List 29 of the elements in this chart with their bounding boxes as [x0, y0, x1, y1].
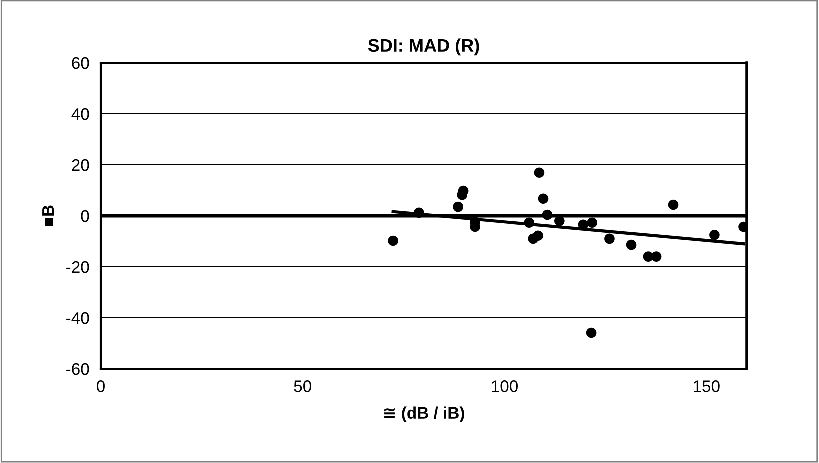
- chart-title: SDI: MAD (R): [368, 38, 480, 56]
- point: [651, 252, 662, 262]
- x-axis-title: ≅ (dB / iB): [384, 406, 464, 422]
- point: [710, 230, 720, 240]
- point: [604, 234, 615, 244]
- point: [388, 236, 398, 246]
- point: [586, 328, 597, 338]
- point: [542, 210, 553, 220]
- x-tick-label: 150: [694, 380, 720, 392]
- y-tick-label: 60: [72, 57, 90, 70]
- point: [668, 200, 679, 210]
- point: [626, 240, 637, 250]
- x-tick-label: 0: [97, 380, 105, 392]
- point: [538, 194, 549, 204]
- point: [524, 218, 535, 228]
- point: [587, 218, 598, 228]
- y-tick-label: 40: [72, 108, 90, 120]
- y-tick-label: -40: [66, 312, 90, 324]
- x-tick-label: 100: [492, 380, 518, 392]
- point: [534, 168, 545, 178]
- point: [453, 202, 464, 212]
- point: [533, 230, 544, 242]
- point: [414, 208, 424, 218]
- x-tick-label: 50: [294, 380, 312, 392]
- y-tick-label: -20: [66, 261, 90, 274]
- y-tick-label: 0: [81, 210, 90, 222]
- y-tick-label: -60: [66, 363, 90, 376]
- y-tick-label: 20: [72, 159, 90, 172]
- y-axis-title: ■B: [42, 206, 54, 226]
